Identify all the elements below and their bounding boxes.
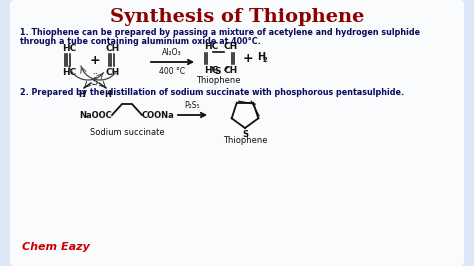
Text: S: S (242, 130, 248, 139)
Text: Chem Eazy: Chem Eazy (22, 242, 90, 252)
Text: CH: CH (224, 42, 238, 51)
Text: H: H (105, 90, 111, 99)
Text: 2. Prepared by the distillation of sodium succinate with phosphorous pentasulphi: 2. Prepared by the distillation of sodiu… (20, 88, 404, 97)
Text: NaOOC: NaOOC (79, 110, 112, 119)
Text: CH: CH (106, 68, 120, 77)
Text: HC: HC (204, 42, 218, 51)
Text: 400 °C: 400 °C (159, 67, 185, 76)
Text: +: + (243, 52, 253, 65)
Text: HC: HC (62, 44, 76, 53)
Text: through a tube containing aluminium oxide at 400°C.: through a tube containing aluminium oxid… (20, 37, 261, 46)
FancyBboxPatch shape (10, 0, 464, 266)
Text: Sodium succinate: Sodium succinate (90, 128, 164, 137)
Text: Al₂O₃: Al₂O₃ (162, 48, 182, 57)
Text: Synthesis of Thiophene: Synthesis of Thiophene (110, 8, 364, 26)
Text: H: H (79, 90, 85, 99)
Text: HC: HC (62, 68, 76, 77)
Text: CH: CH (224, 66, 238, 75)
Text: S: S (215, 67, 221, 76)
Text: +: + (90, 53, 100, 66)
Text: $\ddot{S}$: $\ddot{S}$ (91, 72, 99, 88)
Text: 1. Thiophene can be prepared by passing a mixture of acetylene and hydrogen sulp: 1. Thiophene can be prepared by passing … (20, 28, 420, 37)
Text: Thiophene: Thiophene (196, 76, 240, 85)
Text: P₂S₅: P₂S₅ (184, 101, 200, 110)
Text: CH: CH (106, 44, 120, 53)
Text: Thiophene: Thiophene (223, 136, 267, 145)
Text: HC: HC (204, 66, 218, 75)
Text: H: H (257, 52, 265, 62)
Text: 2: 2 (263, 57, 268, 63)
Text: COONa: COONa (142, 110, 175, 119)
